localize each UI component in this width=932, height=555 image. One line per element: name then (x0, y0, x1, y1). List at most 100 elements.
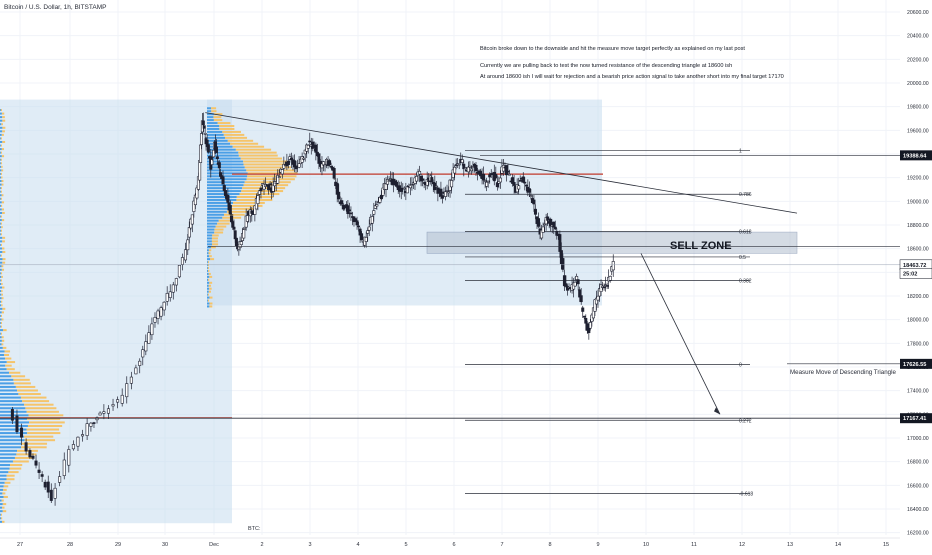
candle-body (368, 227, 370, 230)
profile-left-yellow-bar (10, 464, 22, 466)
profile-right-blue-bar (207, 297, 209, 299)
profile-left-blue-bar (0, 521, 2, 523)
candle-body (333, 168, 335, 178)
x-tick-label-17: 14 (835, 542, 841, 548)
profile-right-blue-bar (207, 223, 217, 225)
profile-left-blue-bar (0, 216, 1, 218)
profile-right-yellow-bar (212, 234, 218, 236)
profile-left-blue-bar (0, 358, 5, 360)
y-tick-label-5: 19600.00 (907, 128, 929, 134)
candle-body (169, 292, 171, 298)
candle-body (482, 174, 484, 180)
candle-body (418, 171, 420, 174)
profile-left-yellow-bar (1, 333, 2, 335)
candle-body (230, 216, 232, 222)
profile-right-blue-bar (207, 110, 211, 112)
profile-right-yellow-bar (216, 226, 227, 228)
profile-left-blue-bar (0, 350, 5, 352)
profile-left-yellow-bar (11, 375, 25, 377)
candle-body (32, 456, 34, 458)
profile-left-blue-bar (0, 365, 5, 367)
profile-left-blue-bar (0, 389, 17, 391)
candle-body (139, 361, 141, 365)
profile-left-blue-bar (0, 489, 3, 491)
candle-body (542, 227, 544, 232)
candle-body (243, 229, 245, 238)
profile-left-blue-bar (0, 198, 1, 200)
profile-left-yellow-bar (4, 496, 8, 498)
profile-right-blue-bar (207, 140, 228, 142)
profile-left-blue-bar (0, 237, 2, 239)
profile-left-blue-bar (0, 201, 2, 203)
candle-body (157, 311, 159, 319)
candle-body (376, 205, 378, 206)
profile-left-blue-bar (0, 382, 14, 384)
candle-body (447, 192, 449, 193)
profile-left-yellow-bar (2, 237, 5, 239)
profile-right-blue-bar (207, 178, 247, 180)
profile-left-yellow-bar (1, 198, 2, 200)
profile-left-yellow-bar (4, 354, 9, 356)
y-tick-label-2: 20200.00 (907, 57, 929, 63)
candle-body (485, 182, 487, 186)
profile-left-blue-bar (0, 258, 2, 260)
profile-right-blue-bar (207, 237, 212, 239)
profile-left-blue-bar (0, 510, 3, 512)
x-tick-label-2: 29 (115, 542, 121, 548)
candle-body (207, 145, 209, 153)
profile-left-yellow-bar (1, 205, 2, 207)
candle-body (562, 258, 564, 269)
profile-right-yellow-bar (222, 131, 241, 133)
profile-right-blue-bar (207, 240, 212, 242)
profile-left-yellow-bar (1, 517, 2, 519)
profile-right-yellow-bar (209, 249, 211, 251)
profile-left-yellow-bar (1, 169, 3, 171)
profile-left-yellow-bar (28, 414, 63, 416)
candle-body (293, 161, 295, 167)
profile-left-blue-bar (0, 503, 3, 505)
profile-left-blue-bar (0, 482, 5, 484)
profile-left-yellow-bar (29, 421, 65, 423)
y-tick-label-16: 17400.00 (907, 389, 929, 395)
candle-body (458, 164, 460, 165)
y-tick-label-10: 18600.00 (907, 247, 929, 253)
sell-zone-label: SELL ZONE (670, 240, 732, 252)
annotation-line-1: Bitcoin broke down to the downside and h… (480, 46, 745, 52)
candle-body (160, 308, 162, 317)
candle-body (530, 196, 532, 197)
candle-body (191, 215, 193, 224)
profile-right-yellow-bar (208, 267, 209, 269)
x-tick-label-8: 5 (404, 542, 407, 548)
profile-left-yellow-bar (1, 322, 2, 324)
profile-right-blue-bar (207, 199, 236, 201)
profile-right-yellow-bar (208, 300, 209, 302)
candle-body (350, 213, 352, 214)
candle-body (508, 174, 510, 175)
y-tick-label-21: 16400.00 (907, 507, 929, 513)
profile-left-yellow-bar (2, 194, 4, 196)
profile-right-blue-bar (207, 152, 238, 154)
candle-body (258, 191, 260, 195)
profile-left-yellow-bar (2, 500, 4, 502)
profile-right-blue-bar (207, 234, 212, 236)
profile-right-blue-bar (207, 137, 225, 139)
profile-right-yellow-bar (236, 149, 271, 151)
candle-body (354, 219, 356, 221)
profile-right-yellow-bar (225, 137, 247, 139)
candle-body (537, 219, 539, 227)
profile-right-blue-bar (207, 282, 209, 284)
profile-left-yellow-bar (2, 311, 4, 313)
profile-left-yellow-bar (1, 230, 2, 232)
profile-right-blue-bar (207, 285, 209, 287)
profile-left-yellow-bar (2, 336, 4, 338)
profile-right-yellow-bar (214, 119, 222, 121)
symbol-title: Bitcoin / U.S. Dollar, 1h, BITSTAMP (4, 4, 106, 11)
candle-body (380, 195, 382, 199)
profile-right-blue-bar (207, 264, 208, 266)
profile-left-blue-bar (0, 471, 8, 473)
profile-left-yellow-bar (27, 429, 59, 431)
x-tick-label-16: 13 (787, 542, 793, 548)
profile-left-blue-bar (0, 400, 22, 402)
profile-left-yellow-bar (28, 425, 62, 427)
